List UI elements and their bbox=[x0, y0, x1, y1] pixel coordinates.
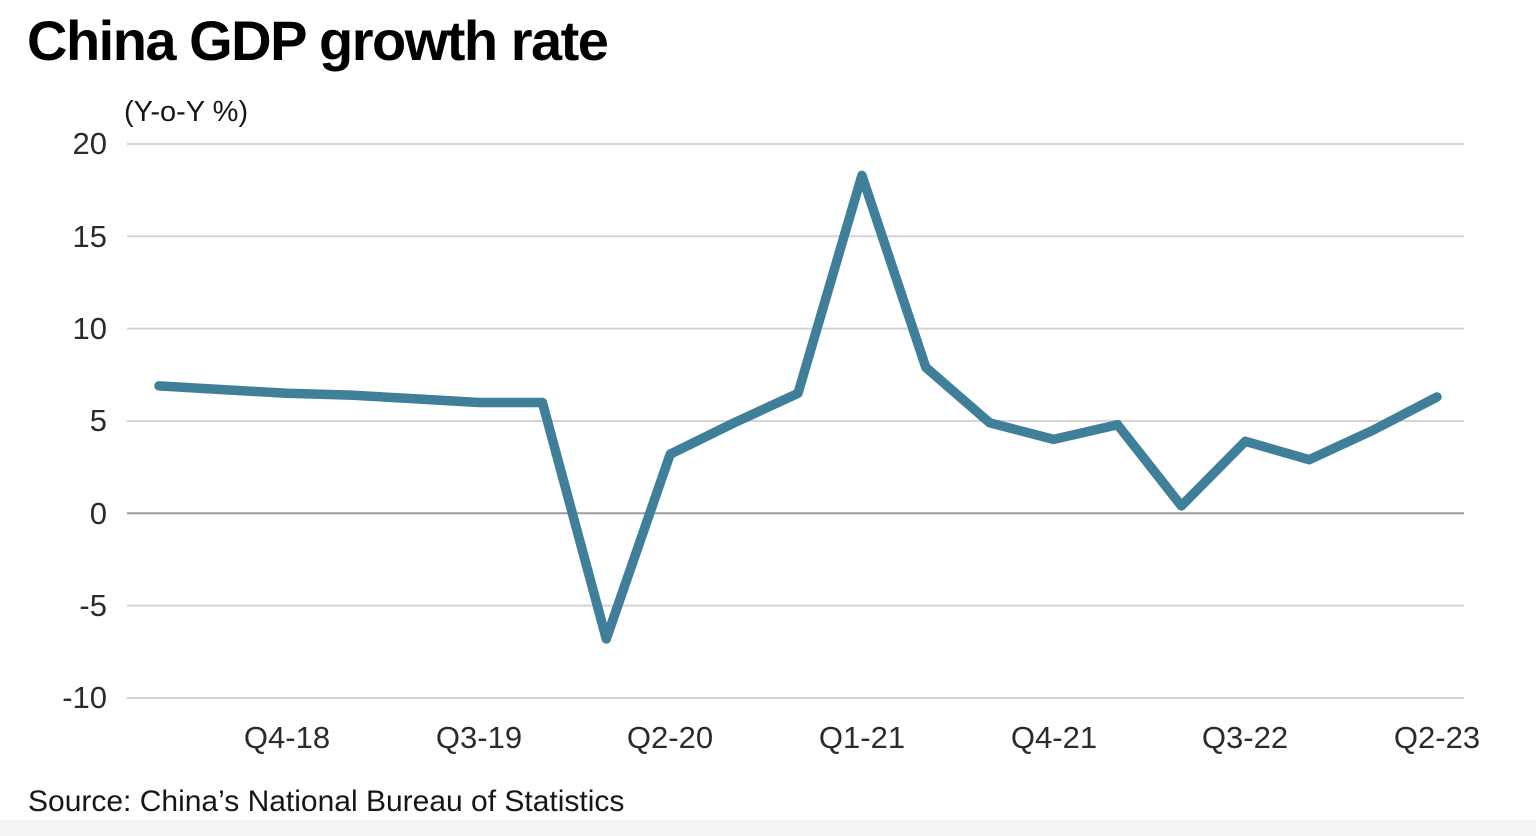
x-axis-tick-label: Q3-22 bbox=[1201, 720, 1289, 755]
source-note: Source: China’s National Bureau of Stati… bbox=[28, 785, 625, 818]
x-axis-tick-label: Q4-21 bbox=[1010, 720, 1098, 755]
footer-band bbox=[0, 820, 1536, 836]
x-axis-tick-label: Q1-21 bbox=[818, 720, 906, 755]
y-axis-tick-label: 15 bbox=[72, 219, 107, 254]
x-axis-tick-label: Q4-18 bbox=[243, 720, 331, 755]
x-axis-tick-label: Q2-23 bbox=[1393, 720, 1481, 755]
y-axis-tick-label: 20 bbox=[72, 126, 107, 161]
chart-unit-label: (Y-o-Y %) bbox=[124, 96, 249, 128]
y-axis-tick-label: 5 bbox=[89, 403, 107, 438]
gdp-growth-line bbox=[154, 170, 1442, 644]
x-axis-tick-label: Q3-19 bbox=[435, 720, 523, 755]
x-axis-tick-label: Q2-20 bbox=[626, 720, 714, 755]
y-axis-tick-label: 10 bbox=[72, 311, 107, 346]
chart-title: China GDP growth rate bbox=[27, 9, 609, 72]
y-axis-tick-label: -10 bbox=[62, 680, 107, 715]
y-axis-tick-label: 0 bbox=[89, 496, 107, 531]
y-axis-tick-label: -5 bbox=[79, 588, 107, 623]
